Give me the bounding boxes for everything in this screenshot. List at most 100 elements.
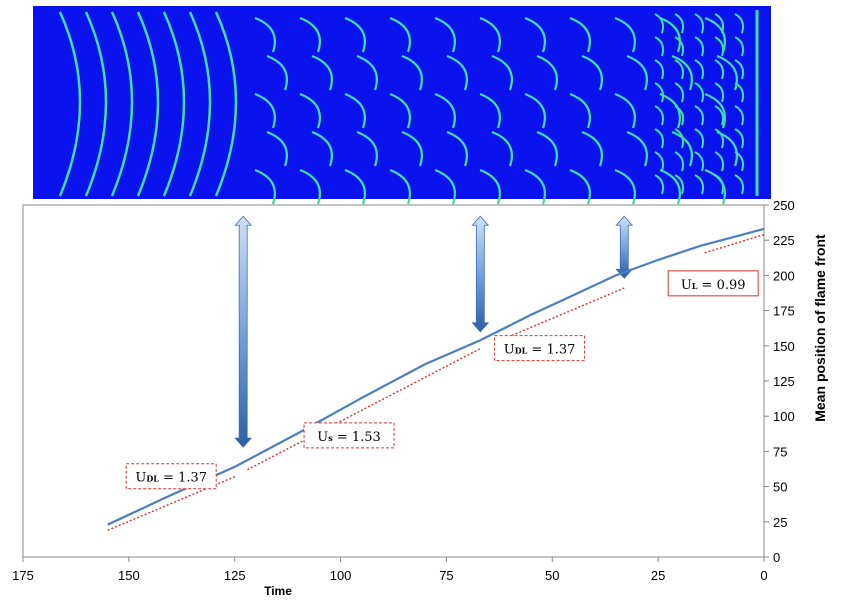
flame-cell	[654, 174, 665, 195]
fit-label-subscript: DL	[146, 474, 159, 484]
flame-cell	[674, 36, 685, 57]
flame-front-arc	[58, 11, 82, 197]
flame-cell	[254, 16, 276, 53]
flame-cell	[569, 16, 591, 53]
fit-label-symbol: U	[504, 343, 515, 358]
flame-cell	[654, 59, 665, 80]
fit-label-subscript: s	[328, 433, 333, 443]
flame-cell	[734, 151, 745, 172]
flame-cell	[694, 151, 705, 172]
flame-cell	[734, 82, 745, 103]
flame-cell	[694, 128, 705, 149]
flame-cell	[694, 59, 705, 80]
flame-cell	[254, 168, 276, 205]
flame-cell	[654, 105, 665, 126]
fit-label-value: = 1.53	[333, 430, 381, 445]
flame-cell	[714, 13, 725, 34]
x-tick-label: 175	[12, 568, 34, 583]
flame-cell	[434, 168, 456, 205]
flame-cell	[581, 54, 603, 91]
simulation-background	[33, 6, 771, 199]
flame-cell	[254, 92, 276, 129]
y-tick-label: 50	[773, 480, 787, 495]
flame-cell	[401, 130, 423, 167]
flame-cell	[569, 168, 591, 205]
flame-cell	[654, 151, 665, 172]
x-tick-label: 125	[224, 568, 246, 583]
fit-label-symbol: U	[135, 471, 146, 486]
fit-label: Us = 1.53	[303, 422, 395, 449]
flame-cell	[389, 16, 411, 53]
flame-cell	[734, 36, 745, 57]
fit-label-value: = 0.99	[697, 278, 745, 293]
flame-cell	[714, 128, 725, 149]
flame-cell	[524, 92, 546, 129]
fit-label-text: UDL = 1.37	[135, 471, 207, 486]
flame-cell	[434, 92, 456, 129]
flame-cell	[344, 92, 366, 129]
fit-label: UDL = 1.37	[125, 463, 217, 490]
fit-label-symbol: U	[681, 278, 692, 293]
x-axis-title: Time	[264, 584, 292, 598]
y-axis-title-text: Mean position of flame front	[812, 234, 828, 422]
flame-cell	[714, 174, 725, 195]
y-tick-label: 125	[773, 374, 795, 389]
x-tick-label: 150	[118, 568, 140, 583]
flame-cell	[491, 54, 513, 91]
x-ticks: 175 150 125 100 75 50 25 0	[12, 557, 768, 583]
double-arrow-icon	[471, 215, 490, 333]
fit-label-subscript: DL	[515, 346, 528, 356]
flame-cell	[694, 13, 705, 34]
flame-cell	[626, 130, 648, 167]
flame-cell	[389, 92, 411, 129]
flame-cell	[479, 168, 501, 205]
fit-label-symbol: U	[317, 430, 328, 445]
flame-front-arc	[110, 11, 134, 197]
flame-cell	[671, 130, 693, 167]
flame-cell	[344, 16, 366, 53]
y-tick-label: 75	[773, 444, 787, 459]
flame-cell	[614, 16, 636, 53]
fit-lines	[107, 233, 765, 531]
y-tick-label: 25	[773, 515, 787, 530]
flame-cell	[714, 151, 725, 172]
flame-cell	[491, 130, 513, 167]
flame-cell	[299, 92, 321, 129]
flame-cell	[714, 36, 725, 57]
fit-label-text: Us = 1.53	[317, 430, 381, 445]
flame-cell	[446, 54, 468, 91]
flame-cell	[734, 13, 745, 34]
y-tick-label: 100	[773, 409, 795, 424]
y-tick-label: 200	[773, 268, 795, 283]
flame-simulation-image	[33, 6, 771, 205]
flame-cell	[524, 16, 546, 53]
y-tick-label: 0	[773, 550, 780, 565]
flame-front-arc	[162, 11, 186, 197]
fit-label-text: UDL = 1.37	[504, 343, 576, 358]
flame-cell	[674, 128, 685, 149]
flame-cell	[714, 82, 725, 103]
fit-line	[496, 287, 625, 343]
flame-position-line	[107, 227, 765, 526]
y-tick-label: 150	[773, 339, 795, 354]
flame-cell	[734, 174, 745, 195]
x-tick-label: 0	[760, 568, 767, 583]
flame-cell	[479, 16, 501, 53]
flame-cell	[311, 130, 333, 167]
flame-cell	[694, 105, 705, 126]
double-arrow-icon	[615, 215, 634, 279]
flame-cell	[401, 54, 423, 91]
flame-cell	[674, 82, 685, 103]
y-tick-label: 250	[773, 198, 795, 213]
flame-cell	[654, 36, 665, 57]
flame-cell	[694, 174, 705, 195]
fit-label: UL = 0.99	[667, 270, 759, 297]
flame-cell	[446, 130, 468, 167]
flame-cell	[654, 13, 665, 34]
y-axis-title: Mean position of flame front	[800, 178, 840, 478]
fit-label-value: = 1.37	[527, 343, 575, 358]
flame-cell	[674, 59, 685, 80]
flame-cell	[654, 82, 665, 103]
y-ticks: 0 25 50 75 100 125 150 175 200 225 250	[764, 198, 795, 565]
